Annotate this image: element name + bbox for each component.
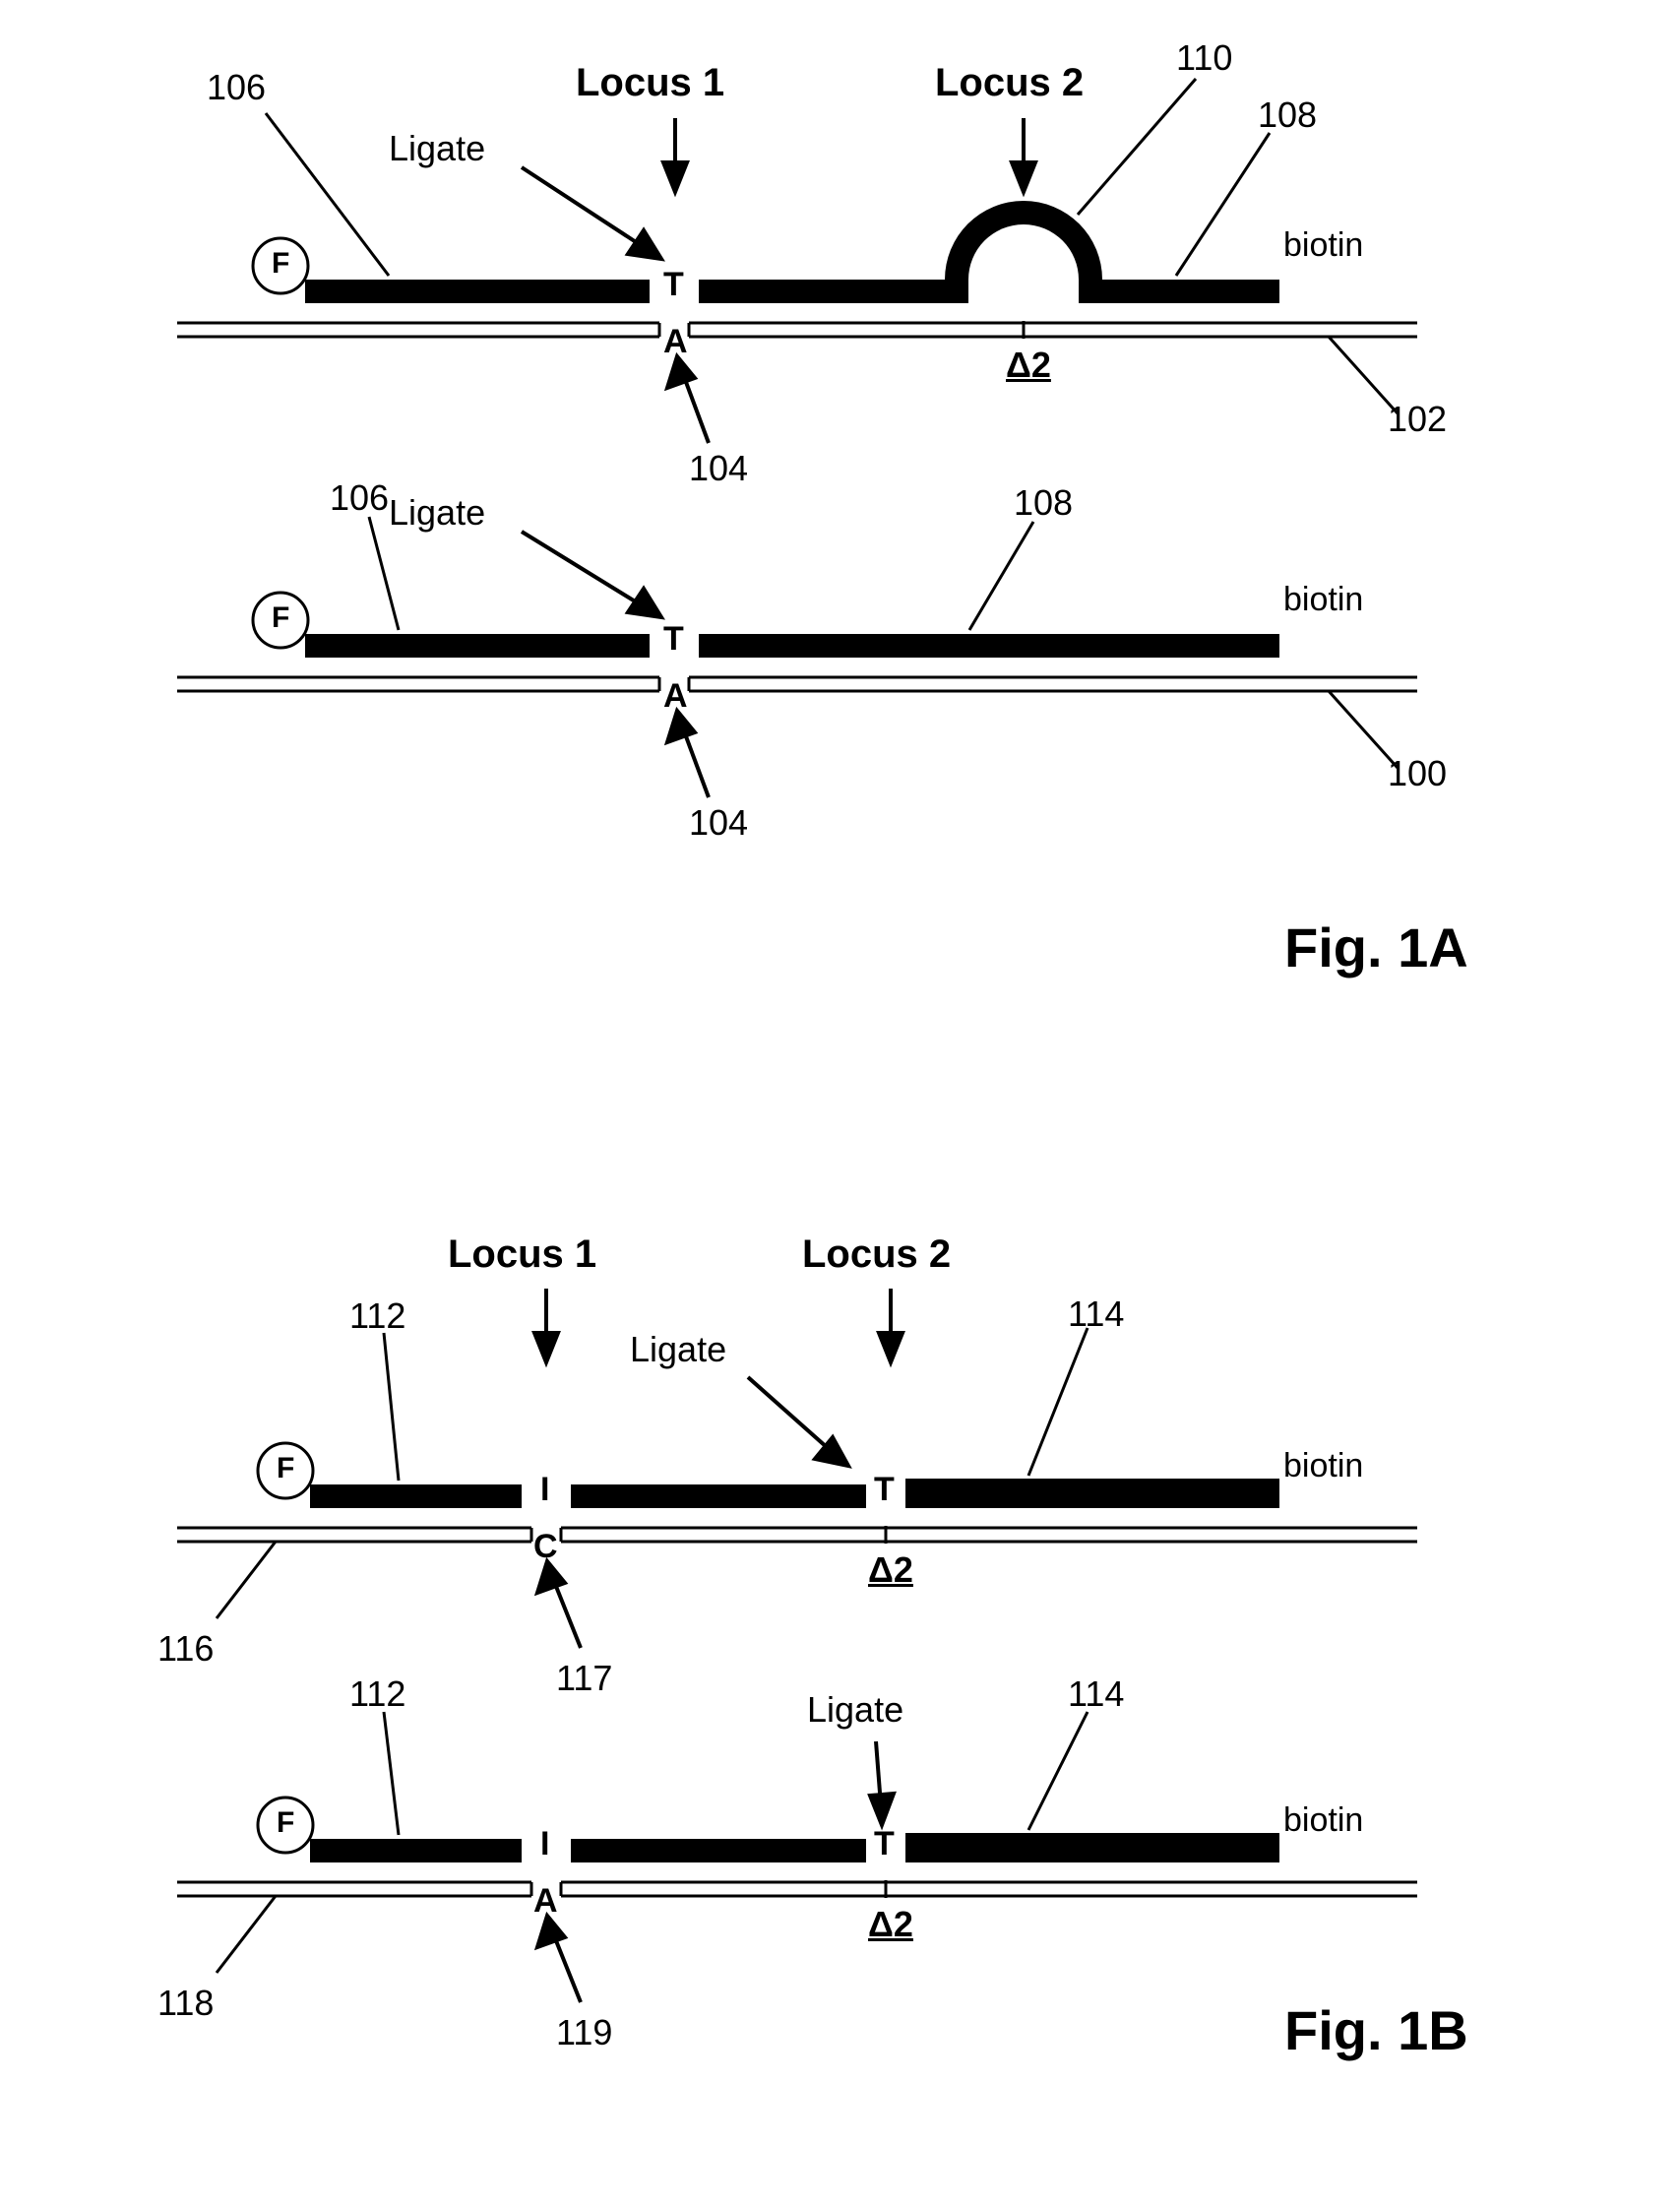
figB-row2-ligate-arrow [870,1741,894,1825]
figB-row1-biotin: biotin [1283,1447,1363,1485]
figB-row2-n112: 112 [349,1673,405,1715]
figB-row2-I: I [540,1825,549,1863]
figB-title: Fig. 1B [1284,1998,1468,2062]
figA-title: Fig. 1A [1284,915,1468,979]
figA-row1-F: F [272,247,289,281]
figA-row1-102: 102 [1388,399,1447,440]
figA-row2-F: F [272,601,289,635]
figA-row1-delta2: Δ2 [1006,345,1051,386]
figA-row2-100: 100 [1388,753,1447,794]
figB-locus1: Locus 1 [448,1232,596,1277]
figB-locus2: Locus 2 [802,1232,951,1277]
figB-row2-112-lead [384,1712,399,1835]
figB-row1-F: F [277,1452,294,1485]
figB-row2-A: A [533,1882,558,1921]
figB-row1-n114: 114 [1068,1294,1124,1335]
figB-row2-template [177,1880,1417,1973]
figA-n106: 106 [207,67,266,108]
figA-locus2: Locus 2 [935,61,1084,105]
figB-row1-delta2: Δ2 [868,1549,913,1591]
figB-row1-template [177,1526,1417,1618]
figB-row1-probe-mid [571,1484,866,1508]
figB-row1-114-lead [1028,1328,1088,1476]
figA-row1-biotin: biotin [1283,226,1363,265]
figB-row2-119: 119 [556,2012,612,2053]
figB-row2-ligate: Ligate [807,1689,903,1731]
figB-row2-delta2: Δ2 [868,1904,913,1945]
figA-locus2-arrow [1012,118,1035,192]
figA-row2-biotin: biotin [1283,581,1363,619]
figA-row1-104-arrow [667,356,709,443]
figB-row2-119-arrow [537,1916,581,2002]
figA-row2-n108: 108 [1014,482,1073,524]
figA-row1-A: A [663,323,688,361]
figA-row1-108-lead [1176,133,1270,276]
figB-row1-I: I [540,1471,549,1509]
figB-row2-118: 118 [157,1983,214,2024]
figB-row2-114-lead [1028,1712,1088,1830]
figB-row2-probe-mid [571,1839,866,1862]
figA-row1-104: 104 [689,448,748,489]
figB-locus2-arrow [879,1289,902,1362]
figA-row2-ligate-arrow [522,532,661,617]
figB-row1-ligate-arrow [748,1377,848,1466]
figB-row1-ligate: Ligate [630,1329,726,1370]
figB-row1-probe-right [905,1479,1279,1508]
page: 106 Locus 1 Locus 2 110 108 Ligate bioti… [0,0,1680,2209]
figB-row1-T: T [874,1471,895,1509]
figA-row1-T: T [663,266,684,304]
figA-locus1-arrow [663,118,687,192]
figB-row1-probe-left [310,1484,522,1508]
figA-row1-110-lead [1078,79,1196,215]
figB-row1-C: C [533,1528,558,1566]
figB-row1-n112: 112 [349,1295,405,1337]
figB-row2-probe-right [905,1833,1279,1862]
figA-row2-probe-right [699,634,1279,658]
figB-row2-T: T [874,1825,895,1863]
figA-row1-ligate: Ligate [389,128,485,169]
figA-row2-108-lead [969,522,1033,630]
figB-row2-n114: 114 [1068,1673,1124,1715]
figB-row2-F: F [277,1806,294,1840]
figA-row2-probe-left [305,634,650,658]
figA-row1-template [177,321,1417,413]
figB-row1-117: 117 [556,1658,612,1699]
figA-row1-probe-left [305,280,650,303]
figA-row2-ligate: Ligate [389,492,485,534]
figA-row2-T: T [663,620,684,659]
fig-1a-svg [0,0,1680,984]
figA-row2-104: 104 [689,802,748,844]
figA-row2-106-lead [369,517,399,630]
figA-n108: 108 [1258,95,1317,136]
figB-row1-117-arrow [537,1561,581,1648]
figB-row1-116: 116 [157,1628,214,1670]
figA-row2-104-arrow [667,711,709,797]
figA-row1-ligate-arrow [522,167,661,259]
figA-row2-template [177,677,1417,768]
figA-n110: 110 [1176,37,1232,79]
figA-row2-A: A [663,677,688,716]
figA-locus1: Locus 1 [576,61,724,105]
figB-row1-112-lead [384,1333,399,1481]
figB-locus1-arrow [534,1289,558,1362]
figA-row2-n106: 106 [330,477,389,519]
figB-row2-biotin: biotin [1283,1801,1363,1840]
figB-row2-probe-left [310,1839,522,1862]
